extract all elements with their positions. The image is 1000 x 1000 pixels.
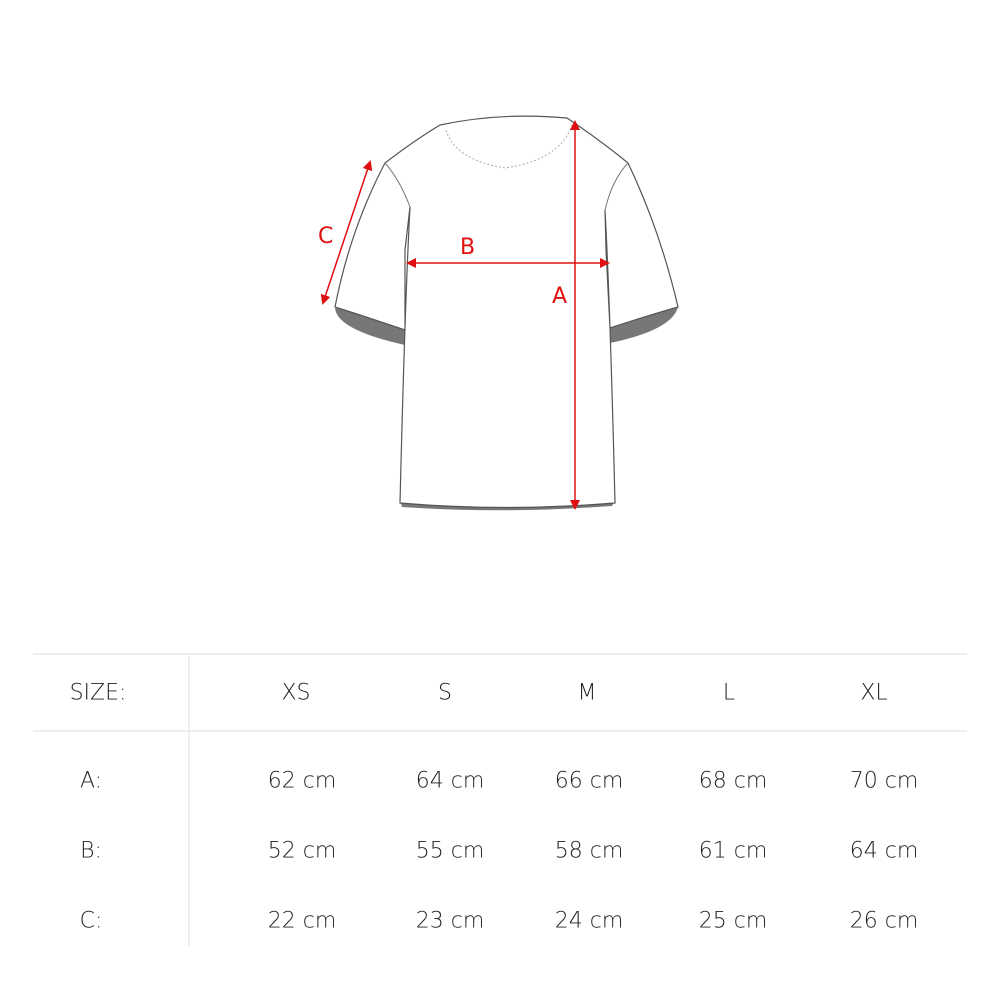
row-label: A: [79, 768, 103, 794]
collar-stitch [445, 124, 573, 169]
table-cell: 62 cm [267, 768, 337, 794]
row-label: B: [80, 838, 102, 864]
shoulder-seam-left [384, 162, 411, 208]
table-cell: 24 cm [554, 908, 624, 934]
table-cell: 68 cm [698, 768, 768, 794]
table-cell: 25 cm [698, 908, 768, 934]
table-cell: 64 cm [415, 768, 485, 794]
table-cell: 66 cm [554, 768, 624, 794]
table-cell: 55 cm [415, 838, 485, 864]
table-cell: 61 cm [698, 838, 768, 864]
table-cell: 58 cm [554, 838, 624, 864]
size-header-l: L [722, 680, 736, 706]
table-column-divider [188, 654, 190, 946]
label-b: B [460, 235, 475, 260]
table-cell: 70 cm [849, 768, 919, 794]
label-c: C [318, 224, 333, 249]
row-label: C: [79, 908, 103, 934]
tshirt-diagram: A B C [318, 115, 679, 511]
table-cell: 52 cm [267, 838, 337, 864]
table-top-divider [33, 653, 967, 655]
hem-shadow [400, 500, 615, 511]
table-cell: 64 cm [849, 838, 919, 864]
sleeve-shadow-left [335, 308, 405, 345]
tshirt-outline [334, 115, 679, 509]
table-cell: 26 cm [849, 908, 919, 934]
size-header-xs: XS [281, 680, 311, 706]
measure-arrow-c [320, 160, 373, 305]
size-header-xl: XL [860, 680, 888, 706]
label-a: A [552, 284, 567, 309]
table-cell: 23 cm [415, 908, 485, 934]
size-header-m: M [577, 680, 597, 706]
shoulder-seam-right [604, 162, 629, 211]
size-header-label: SIZE: [69, 680, 127, 706]
table-cell: 22 cm [267, 908, 337, 934]
size-header-s: S [438, 680, 452, 706]
table-header-divider [33, 730, 967, 732]
sleeve-shadow-right [610, 307, 678, 343]
